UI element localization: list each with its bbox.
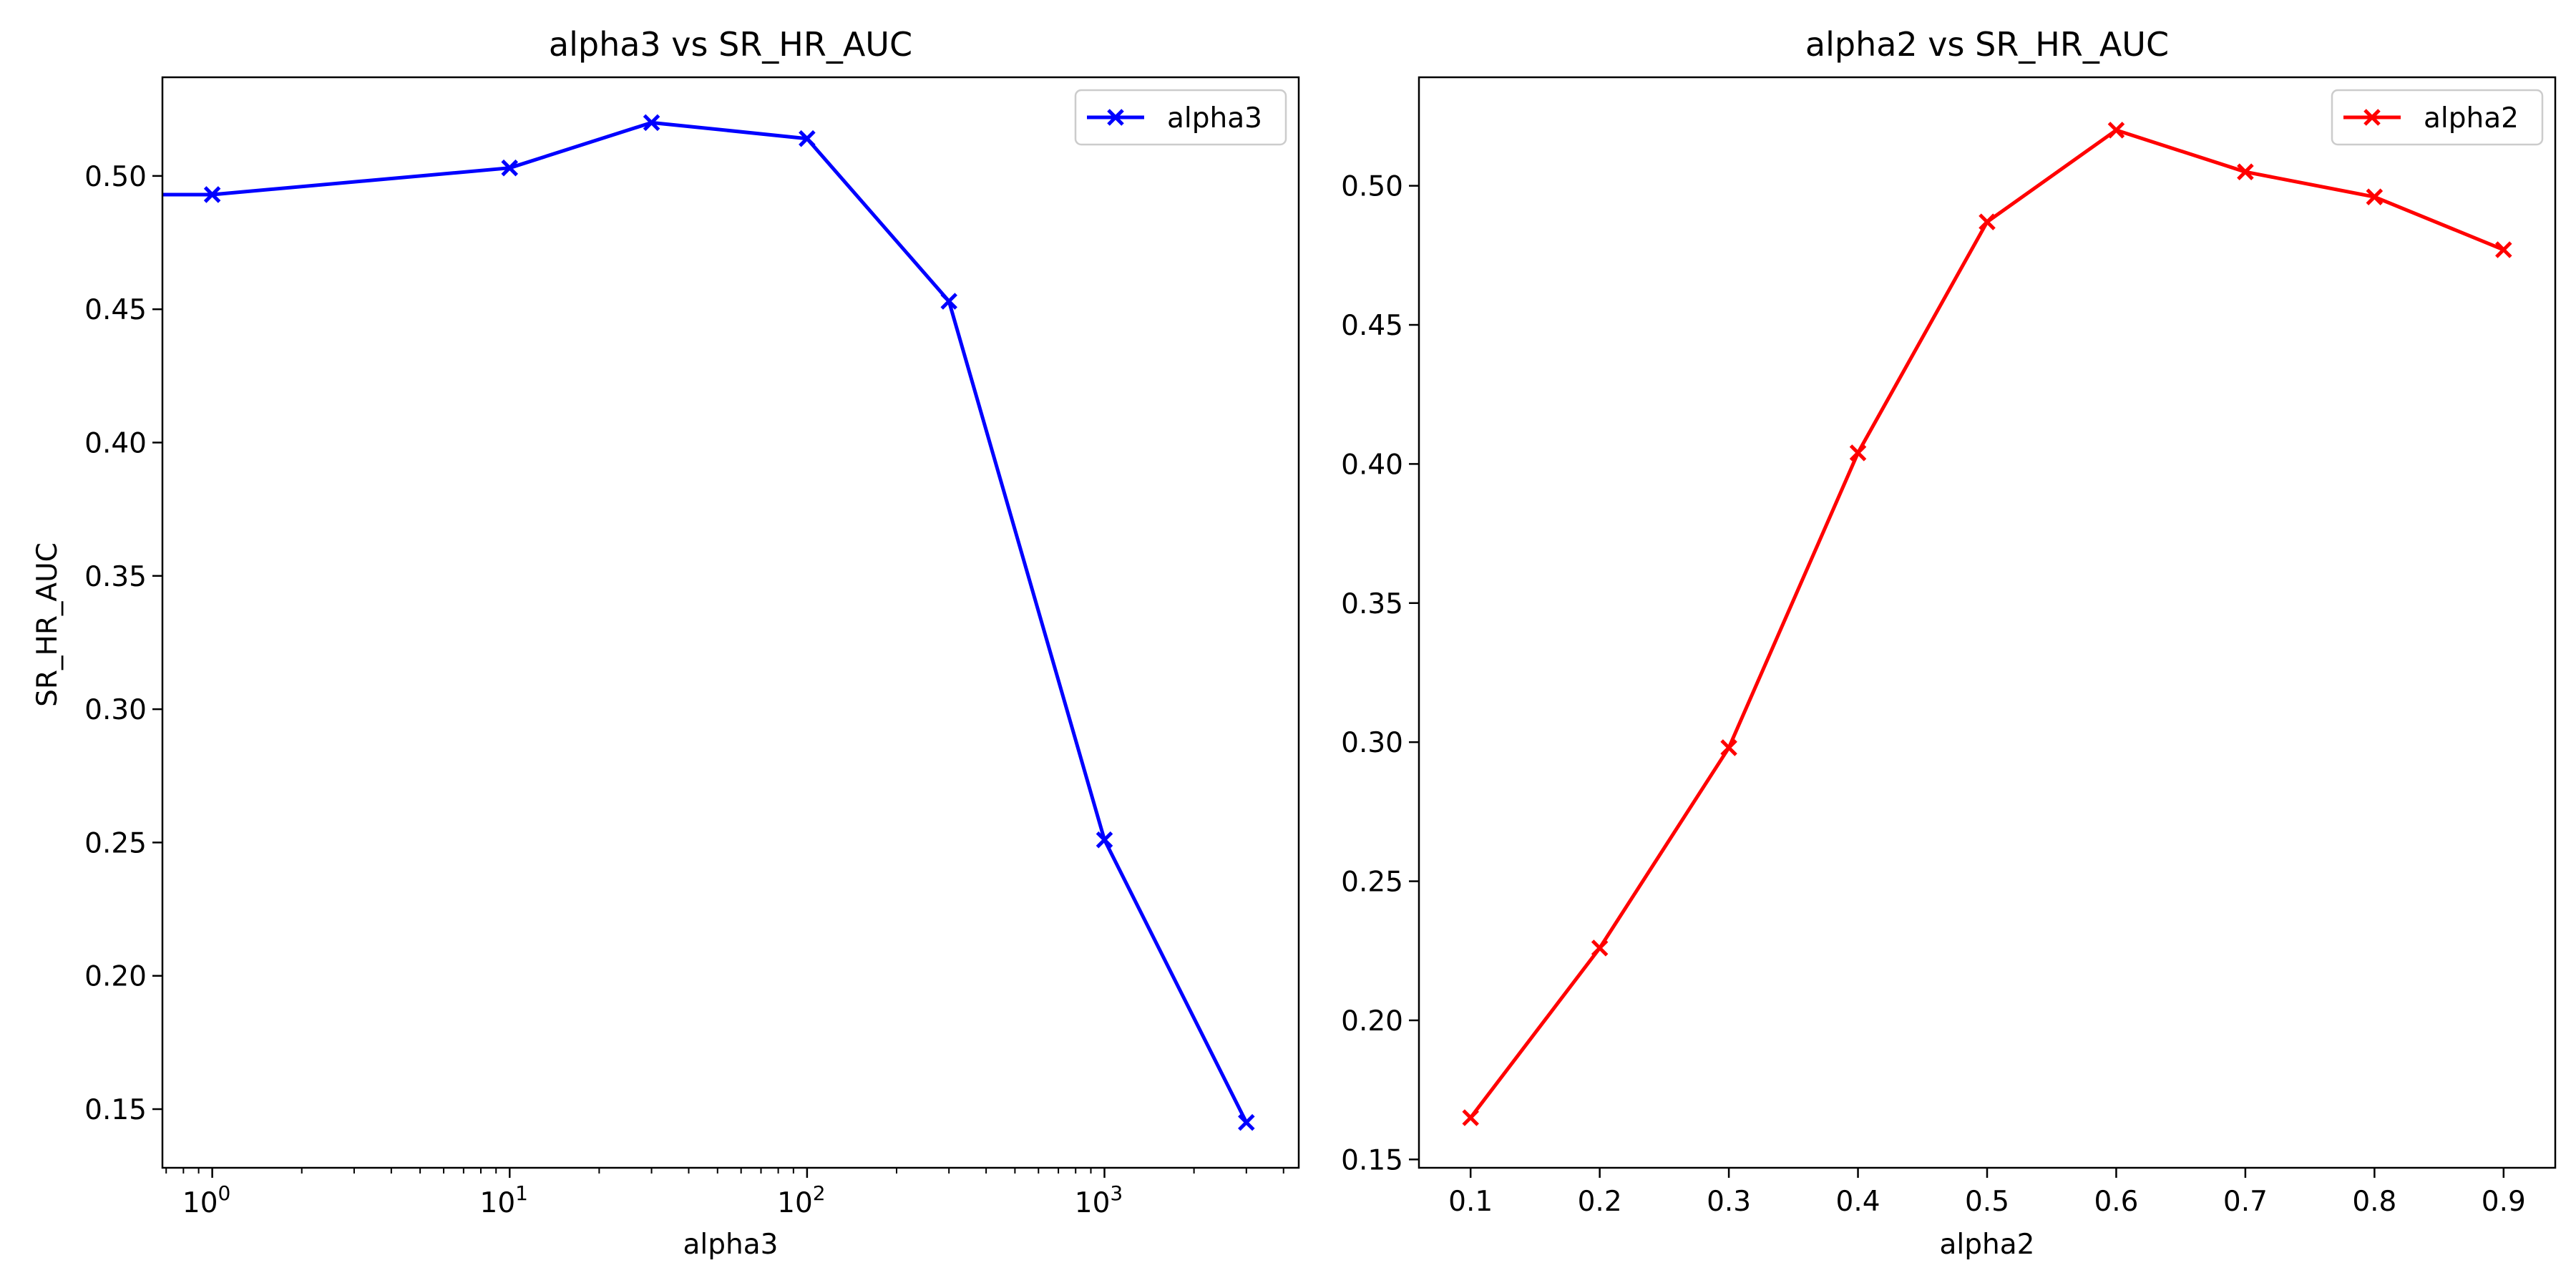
right-x-tick-label: 0.9 — [2482, 1186, 2526, 1218]
right-x-tick-label: 0.4 — [1836, 1186, 1880, 1218]
right-x-tick-label: 0.6 — [2094, 1186, 2138, 1218]
left-x-axis-label: alpha3 — [683, 1229, 779, 1261]
left-y-axis-label: SR_HR_AUC — [31, 542, 64, 707]
left-legend-box — [1074, 89, 1287, 146]
right-data-point — [2237, 163, 2254, 180]
right-chart-title: alpha2 vs SR_HR_AUC — [1805, 25, 2169, 64]
left-x-tick-label: 103 — [1075, 1181, 1123, 1219]
right-legend: alpha2 — [2331, 89, 2544, 146]
right-data-point — [1591, 940, 1609, 957]
right-y-tick-label: 0.50 — [1341, 171, 1403, 203]
right-series-alpha2 — [1462, 122, 2512, 1126]
right-data-point — [2107, 122, 2125, 139]
right-plot-content: 0.1 0.2 0.3 0.4 0.5 0.6 0.7 0.8 0.9 0.15 0.20 0.25 0… — [1341, 76, 2557, 1218]
right-subplot: alpha2 vs SR_HR_AUC alpha2 0.1 0.2 0.3 0.4 0… — [1341, 25, 2557, 1261]
left-subplot: alpha3 vs SR_HR_AUC SR_HR_AUC alpha3 100… — [31, 25, 1300, 1261]
left-y-tick-label: 0.45 — [84, 294, 147, 326]
right-data-point — [1720, 739, 1737, 756]
right-x-tick-label: 0.7 — [2223, 1186, 2268, 1218]
left-data-point — [643, 114, 660, 132]
left-data-point — [501, 159, 519, 177]
left-legend-marker — [1107, 109, 1124, 126]
left-axes-frame — [161, 76, 1300, 1169]
right-legend-label: alpha2 — [2424, 102, 2519, 135]
left-series-line — [162, 120, 1249, 1123]
left-series-alpha3 — [162, 114, 1255, 1131]
left-chart-title: alpha3 vs SR_HR_AUC — [549, 25, 912, 64]
right-y-tick-label: 0.30 — [1341, 727, 1403, 759]
right-y-tick-label: 0.40 — [1341, 449, 1403, 481]
right-data-point — [1462, 1109, 1479, 1126]
left-data-point — [940, 293, 957, 310]
left-data-point — [203, 186, 221, 203]
left-x-tick-label: 100 — [182, 1181, 230, 1219]
right-data-point — [2366, 188, 2384, 205]
left-y-tick-label: 0.35 — [84, 561, 147, 593]
left-data-point — [799, 130, 816, 147]
left-y-tick-label: 0.25 — [84, 827, 147, 859]
right-x-tick-label: 0.5 — [1965, 1186, 2009, 1218]
right-y-tick-label: 0.25 — [1341, 867, 1403, 899]
right-legend-box — [2331, 89, 2544, 146]
right-x-tick-label: 0.1 — [1448, 1186, 1493, 1218]
right-axes-frame — [1418, 76, 2557, 1169]
left-y-tick-label: 0.20 — [84, 961, 147, 993]
right-x-axis-label: alpha2 — [1940, 1229, 2035, 1261]
left-x-tick-label: 101 — [480, 1181, 528, 1219]
left-y-tick-label: 0.30 — [84, 694, 147, 726]
right-y-tick-label: 0.35 — [1341, 588, 1403, 620]
left-plot-content: 100 101 102 103 0.15 0.20 0.25 0.30 0.35 0.40 0.45… — [84, 76, 1300, 1219]
left-y-tick-label: 0.50 — [84, 161, 147, 193]
right-data-point — [1849, 444, 1867, 462]
left-x-tick-label: 102 — [777, 1181, 825, 1219]
left-data-point — [1096, 831, 1113, 849]
right-y-tick-label: 0.45 — [1341, 310, 1403, 342]
left-legend: alpha3 — [1074, 89, 1287, 146]
left-y-tick-label: 0.40 — [84, 427, 147, 459]
right-data-point — [1979, 213, 1996, 230]
right-y-tick-label: 0.15 — [1341, 1144, 1403, 1176]
right-y-tick-label: 0.20 — [1341, 1005, 1403, 1038]
right-x-tick-label: 0.2 — [1578, 1186, 1622, 1218]
left-y-tick-label: 0.15 — [84, 1094, 147, 1126]
right-legend-marker — [2363, 109, 2381, 126]
left-data-point — [1238, 1113, 1255, 1131]
right-x-tick-label: 0.8 — [2352, 1186, 2396, 1218]
right-x-tick-label: 0.3 — [1707, 1186, 1751, 1218]
right-data-point — [2495, 241, 2512, 258]
left-legend-label: alpha3 — [1167, 102, 1262, 135]
